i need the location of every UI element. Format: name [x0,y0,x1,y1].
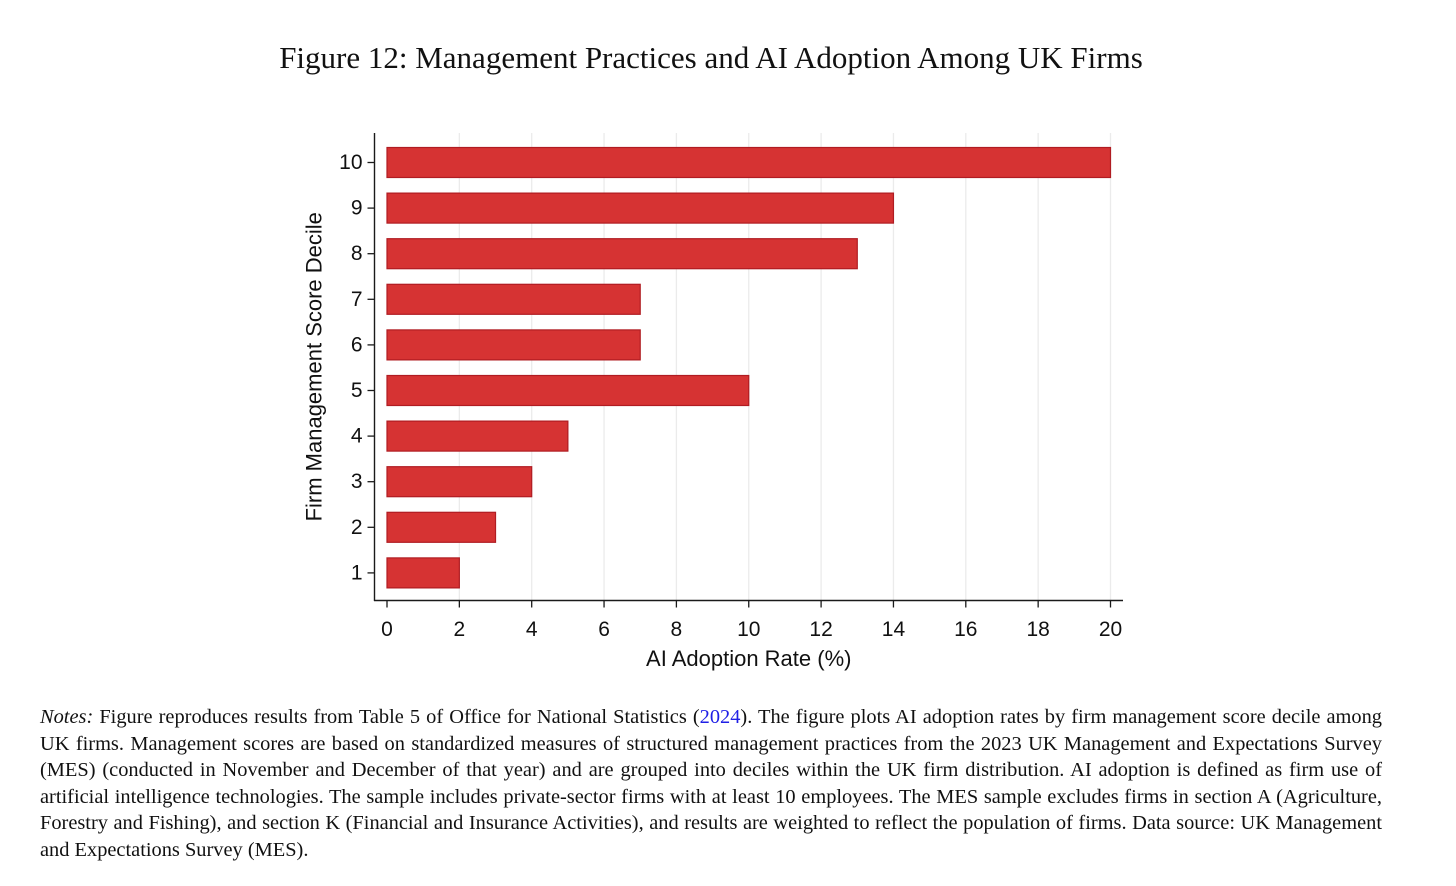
bar-decile-6 [386,329,641,361]
bar-decile-3 [386,466,533,498]
notes-lead: Notes: [40,706,94,728]
bar-decile-1 [386,557,460,589]
bar-decile-8 [386,238,858,270]
x-tick-label-16: 16 [954,618,977,641]
x-tick-label-8: 8 [671,618,683,641]
y-tick-label-3: 3 [351,470,363,493]
bar-decile-5 [386,374,750,407]
y-axis-title: Firm Management Score Decile [302,212,327,521]
notes-citation-link[interactable]: 2024 [699,706,741,728]
notes-text-start: Figure reproduces results from Table 5 o… [93,706,700,728]
axes [367,133,1123,608]
x-tick-label-2: 2 [454,618,466,641]
x-tick-label-4: 4 [526,618,538,641]
figure-title: Figure 12: Management Practices and AI A… [279,40,1143,75]
x-tick-label-14: 14 [882,618,906,641]
y-tick-label-5: 5 [351,379,363,402]
y-tick-label-6: 6 [351,333,363,356]
x-tick-label-0: 0 [381,618,393,641]
y-tick-label-10: 10 [339,151,362,174]
y-tick-label-8: 8 [351,242,363,265]
figure-notes: Notes: Figure reproduces results from Ta… [40,704,1382,863]
y-tick-label-9: 9 [351,197,363,220]
y-tick-label-4: 4 [351,425,363,448]
bar-decile-7 [386,283,641,315]
bar-decile-10 [386,146,1112,179]
y-tick-label-2: 2 [351,516,363,539]
y-tick-label-7: 7 [351,288,363,311]
notes-text-end: ). The figure plots AI adoption rates by… [40,706,1382,861]
bar-decile-4 [386,420,569,452]
bar-decile-2 [386,511,497,543]
x-tick-label-20: 20 [1099,618,1122,641]
x-tick-label-18: 18 [1026,618,1049,641]
bars [386,146,1112,589]
x-tick-label-10: 10 [737,618,760,641]
x-axis-title: AI Adoption Rate (%) [646,646,851,671]
x-tick-label-12: 12 [809,618,832,641]
y-tick-label-1: 1 [351,561,363,584]
bar-decile-9 [386,192,895,224]
x-tick-label-6: 6 [598,618,610,641]
